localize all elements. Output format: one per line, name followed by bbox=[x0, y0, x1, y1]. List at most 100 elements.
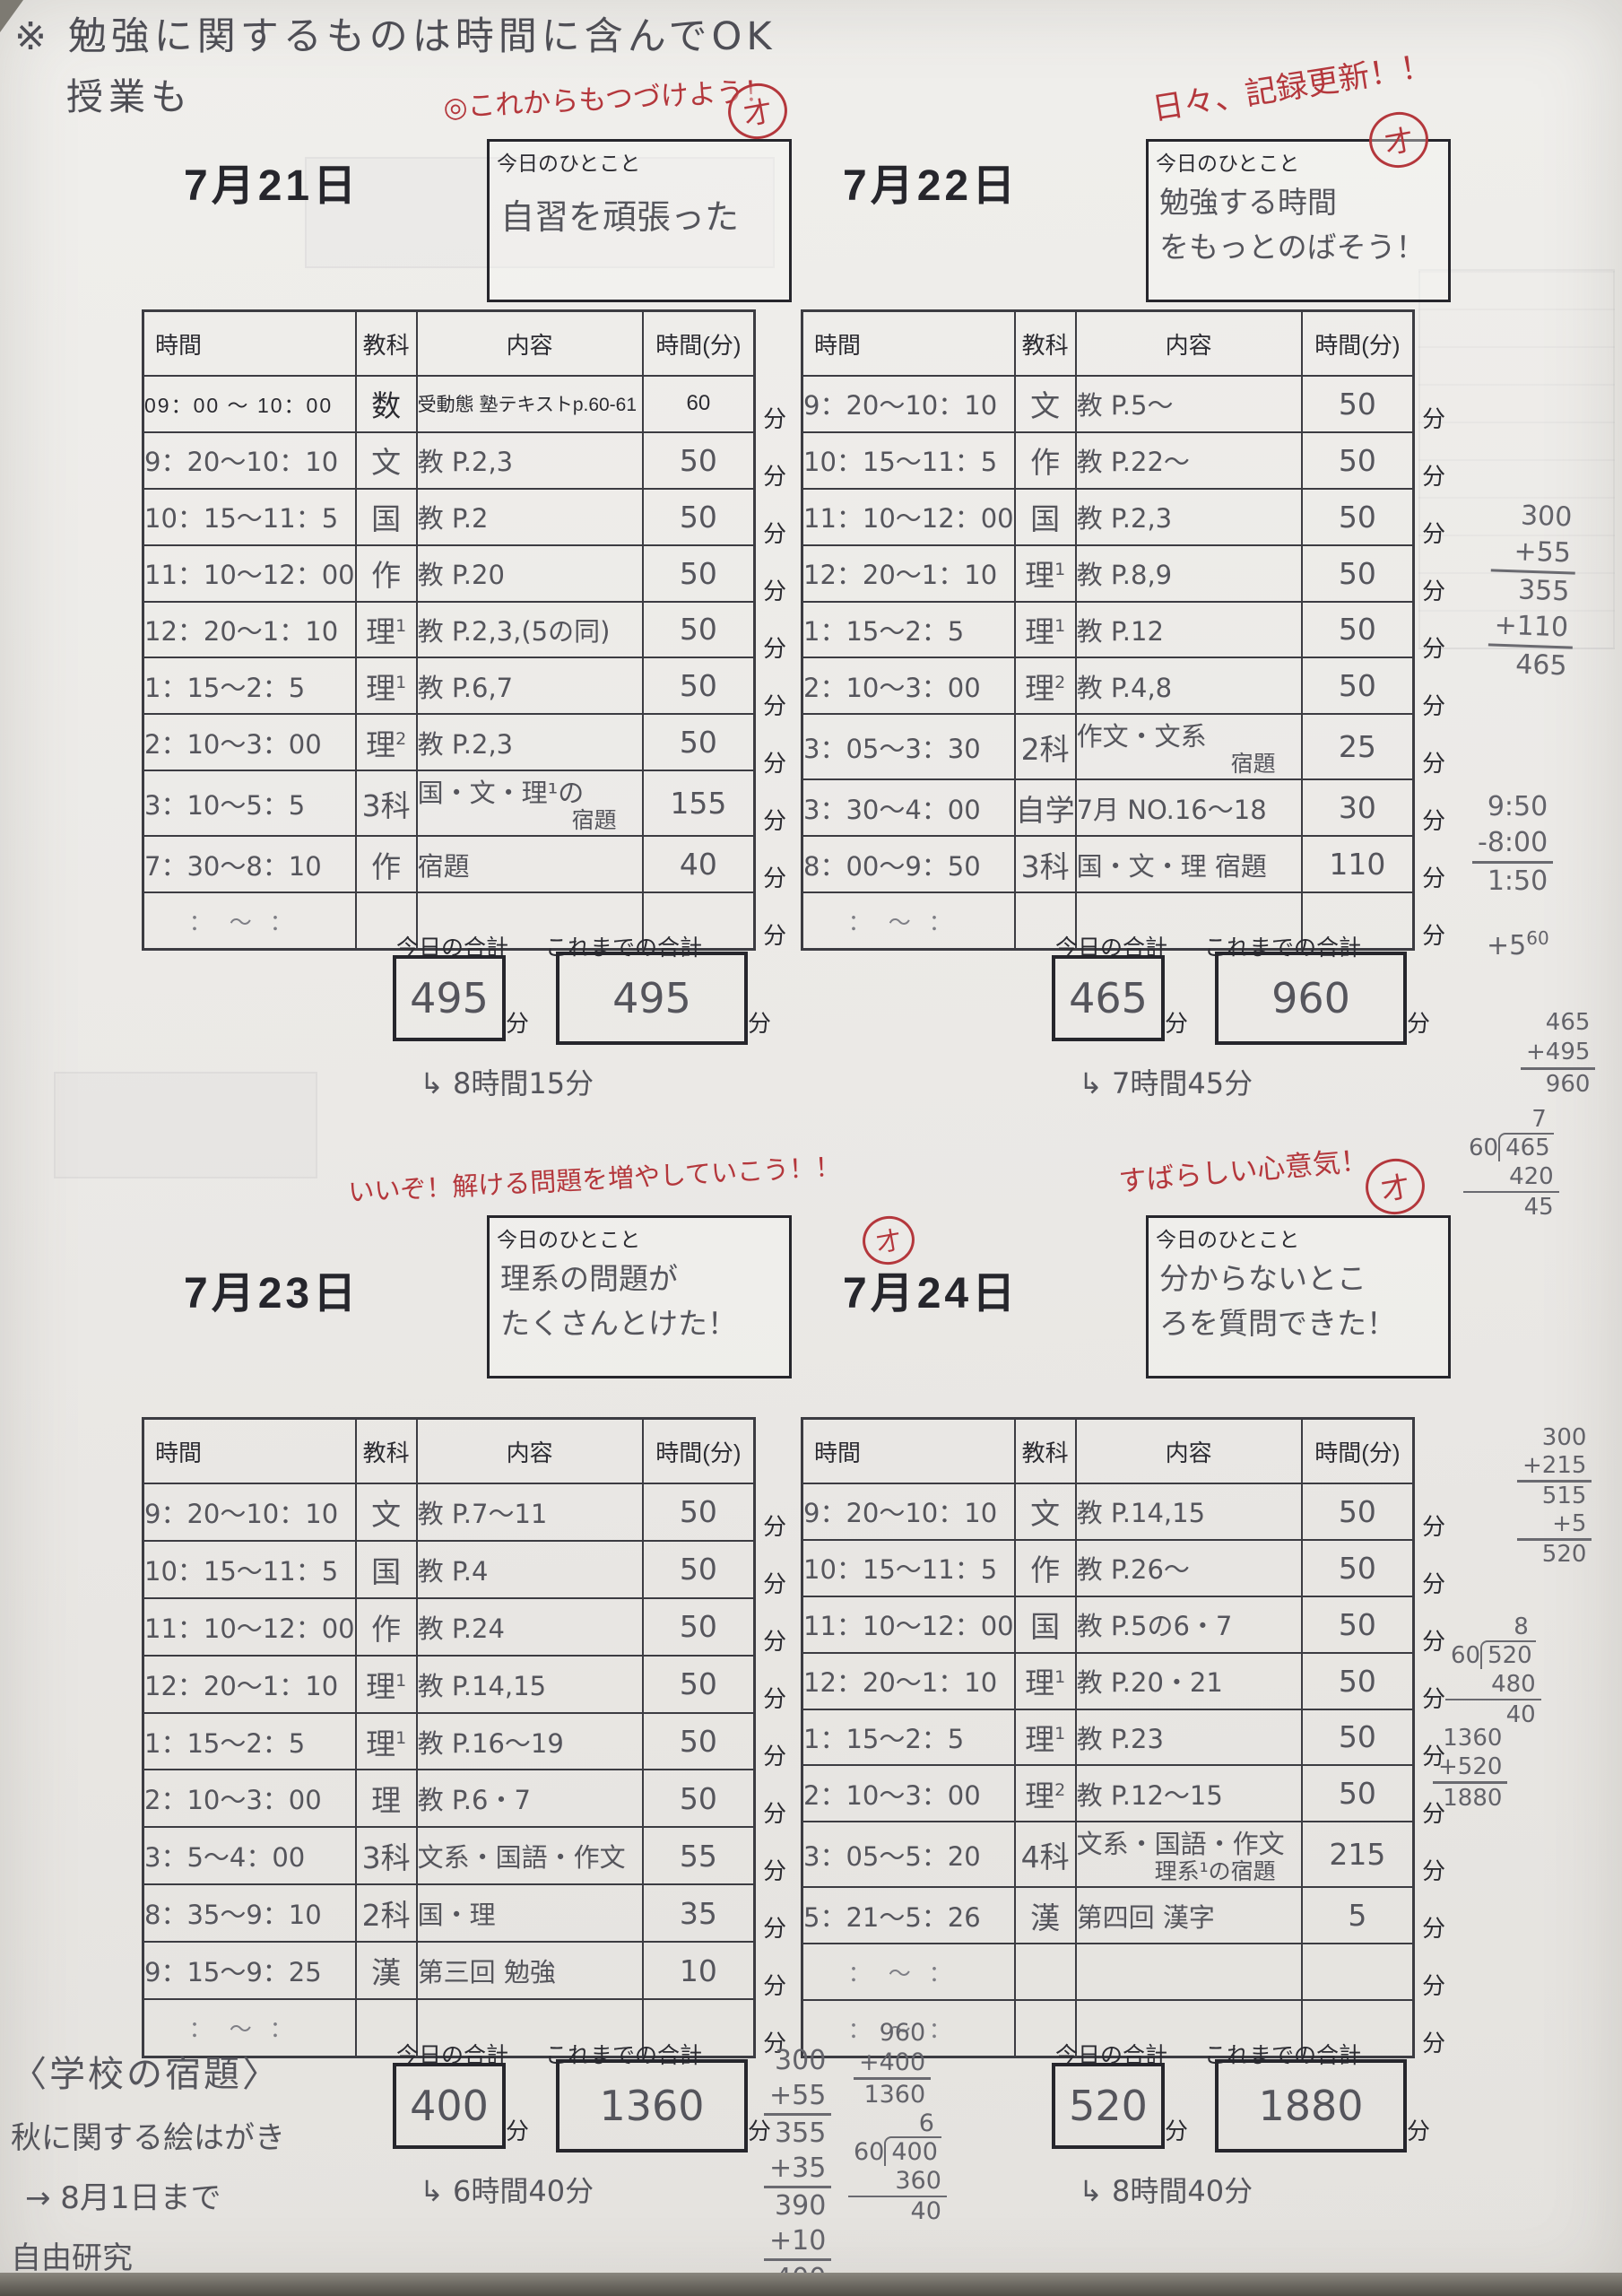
cell-content bbox=[415, 891, 644, 951]
unit-label: 分 bbox=[1422, 922, 1446, 949]
cell-time: ：～： bbox=[142, 1998, 357, 2058]
schedule-row: 10：15～11：5 作教 P.26～ 50 bbox=[801, 1538, 1415, 1597]
note-line: -8:00 bbox=[1472, 825, 1554, 864]
divisor: 60 bbox=[1451, 1642, 1481, 1669]
col-header-subject: 教科 bbox=[354, 309, 418, 377]
cell-content: 教 P.22～ bbox=[1074, 430, 1303, 490]
cell-content: 教 P.2,3 bbox=[415, 430, 644, 490]
schedule-row: 8：35～9：10 2科 国・理 35 bbox=[142, 1883, 756, 1944]
note-line: +520 bbox=[1433, 1752, 1508, 1784]
content-line2: 理系¹の宿題 bbox=[1154, 1857, 1276, 1884]
date-title: 7月22日 bbox=[843, 162, 1019, 210]
content-line: 受動態 塾テキストp.60-61 bbox=[417, 395, 638, 416]
schedule-row: 9：20～10：10 文教 P.7～11 50 bbox=[142, 1483, 756, 1542]
cell-subject: 数 bbox=[354, 375, 418, 433]
unit-label: 分 bbox=[763, 520, 787, 547]
note-sup: 60 bbox=[1526, 927, 1549, 949]
content-line: 教 P.2,3 bbox=[417, 728, 514, 760]
cell-minutes: 50 bbox=[641, 1654, 756, 1714]
schedule-row: ：～： bbox=[801, 1943, 1415, 2002]
cell-minutes: 50 bbox=[1300, 430, 1415, 490]
unit-label: 分 bbox=[1422, 1915, 1446, 1942]
unit-label: 分 bbox=[1422, 1743, 1446, 1770]
cell-time: 3：10～5：5 bbox=[142, 770, 357, 838]
subject-sup: 2 bbox=[1054, 1779, 1066, 1800]
cell-subject: 理 bbox=[354, 1769, 418, 1829]
schedule-row: ：～： bbox=[801, 1999, 1415, 2058]
note-line: +215 bbox=[1517, 1452, 1592, 1483]
schedule-row: 3：30～4：00 自学 7月 NO.16～18 30 bbox=[801, 778, 1415, 838]
running-total-value: 960 bbox=[1215, 952, 1407, 1045]
cell-subject: 理1 bbox=[1013, 544, 1077, 603]
cell-subject bbox=[1013, 891, 1077, 951]
hitokoto-text: 理系の問題が bbox=[500, 1261, 678, 1296]
cell-subject: 理1 bbox=[354, 1654, 418, 1714]
cell-minutes: 155 bbox=[641, 770, 756, 838]
school-homework-notes: 〈学校の宿題〉 秋に関する絵はがき → 8月1日まで 自由研究 → 8月10日ま… bbox=[11, 2045, 285, 2296]
hitokoto-text: たくさんとけた！ bbox=[500, 1306, 737, 1341]
cell-subject: 文 bbox=[354, 430, 418, 490]
cell-content bbox=[1074, 891, 1303, 951]
cell-content: 教 P.2,3 bbox=[415, 713, 644, 772]
schedule-row: 2：10～3：00 理教 P.6・7 50 bbox=[142, 1769, 756, 1829]
cell-minutes: 50 bbox=[641, 1769, 756, 1829]
schedule-table: 時間 教科 内容 時間(分) 9：20～10：10 文教 P.7～11 50 10：1… bbox=[142, 1417, 786, 2058]
hitokoto-label: 今日のひとこと bbox=[1156, 152, 1300, 175]
hitokoto-box: 今日のひとこと 理系の問題が たくさんとけた！ bbox=[487, 1215, 792, 1378]
cell-content bbox=[415, 1998, 644, 2058]
cell-subject: 漢 bbox=[1013, 1886, 1077, 1945]
cell-time: 1：15～2：5 bbox=[801, 1708, 1016, 1767]
cell-time: ：～： bbox=[801, 1943, 1016, 2002]
content-line: 教 P.20 bbox=[417, 560, 505, 591]
cell-minutes: 50 bbox=[641, 544, 756, 603]
cell-minutes: 25 bbox=[1300, 713, 1415, 781]
cell-content: 教 P.26～ bbox=[1074, 1538, 1303, 1597]
remainder: 40 bbox=[1505, 1701, 1536, 1728]
remainder: 40 bbox=[910, 2197, 941, 2225]
cell-time: 10：15～11：5 bbox=[801, 430, 1016, 490]
subject-sup: 1 bbox=[395, 615, 407, 636]
subject-sup: 1 bbox=[395, 1670, 407, 1691]
content-line: 教 P.5の6・7 bbox=[1076, 1611, 1233, 1642]
col-header-time: 時間 bbox=[801, 309, 1016, 377]
unit-label: 分 bbox=[1422, 463, 1446, 490]
content-line: 7月 NO.16～18 bbox=[1076, 794, 1267, 825]
note-line: 960 bbox=[879, 2019, 926, 2047]
subtrahend: 360 bbox=[848, 2167, 947, 2197]
content-line: 教 P.12 bbox=[1076, 615, 1164, 647]
unit-label: 分 bbox=[763, 1570, 787, 1597]
cell-content: 教 P.7～11 bbox=[415, 1483, 644, 1542]
content-line: 教 P.14,15 bbox=[1076, 1498, 1206, 1529]
cell-minutes: 50 bbox=[641, 1483, 756, 1542]
schedule-row: ：～： bbox=[142, 1998, 756, 2058]
cell-time: 9：20～10：10 bbox=[142, 430, 357, 490]
cell-minutes bbox=[1300, 891, 1415, 951]
running-total-value: 495 bbox=[556, 952, 748, 1045]
date-title: 7月24日 bbox=[843, 1270, 1019, 1318]
cell-content: 教 P.24 bbox=[415, 1596, 644, 1657]
unit-label: 分 bbox=[1422, 807, 1446, 834]
cell-subject: 国 bbox=[1013, 487, 1077, 546]
stamp-initial: 才 bbox=[1382, 123, 1417, 161]
content-line: 国・文・理¹の bbox=[417, 777, 585, 808]
content-line: 教 P.14,15 bbox=[417, 1670, 547, 1701]
cell-content: 教 P.20・21 bbox=[1074, 1651, 1303, 1710]
cell-subject: 理2 bbox=[1013, 1764, 1077, 1823]
running-total-label: これまでの合計 bbox=[1204, 2043, 1362, 2068]
unit-label: 分 bbox=[763, 578, 787, 604]
cell-content: 教 P.4,8 bbox=[1074, 657, 1303, 716]
cell-subject bbox=[354, 891, 418, 951]
cell-subject: 理1 bbox=[1013, 1651, 1077, 1710]
hours-note: ↳ 8時間40分 bbox=[1079, 2174, 1253, 2208]
homework-item: 秋に関する絵はがき bbox=[11, 2120, 285, 2156]
cell-time: 1：15～2：5 bbox=[142, 657, 357, 716]
content-line: 教 P.8,9 bbox=[1076, 560, 1173, 591]
note-line: 515 bbox=[1541, 1483, 1587, 1509]
cell-minutes: 110 bbox=[1300, 835, 1415, 894]
note-line: +495 bbox=[1521, 1038, 1596, 1070]
content-line: 文系・国語・作文 bbox=[417, 1842, 626, 1874]
note-line: 465 bbox=[1545, 1009, 1591, 1036]
content-line: 教 P.24 bbox=[417, 1613, 505, 1644]
homework-due: → 8月1日まで bbox=[25, 2180, 221, 2216]
unit-label: 分 bbox=[763, 1743, 787, 1770]
